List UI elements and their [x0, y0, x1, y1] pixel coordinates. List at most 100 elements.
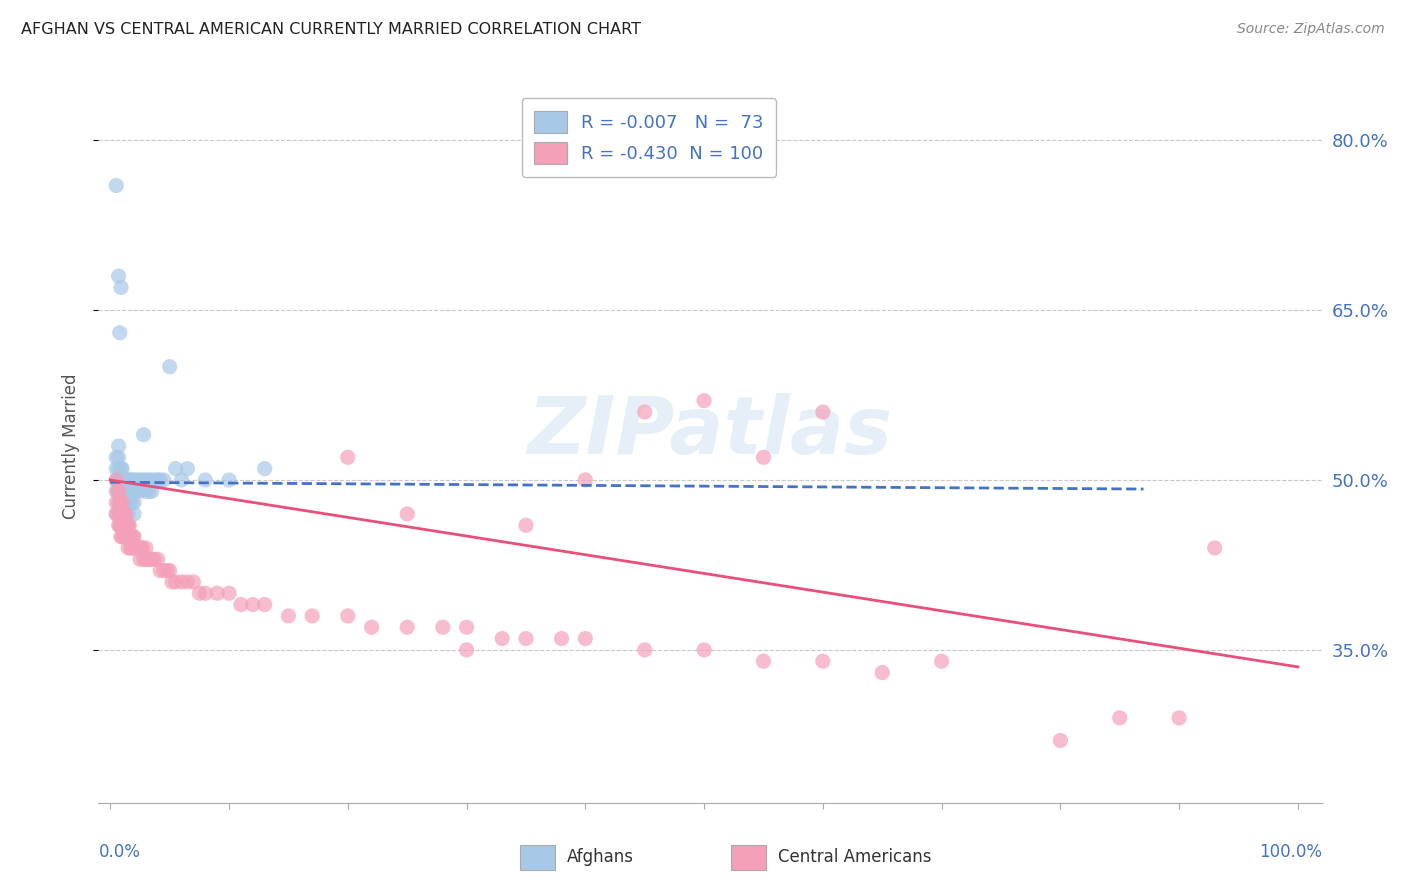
Point [114, 518, 136, 533]
Point [114, 530, 136, 544]
Point [110, 518, 132, 533]
Text: 0.0%: 0.0% [98, 843, 141, 861]
Point [1108, 711, 1130, 725]
Point [141, 484, 163, 499]
Point [159, 564, 181, 578]
Point [117, 518, 139, 533]
Point [752, 654, 775, 668]
Point [149, 564, 172, 578]
Point [194, 473, 217, 487]
Point [107, 473, 129, 487]
Point [117, 530, 139, 544]
Point [131, 473, 153, 487]
Point [114, 495, 136, 509]
Point [105, 484, 128, 499]
Y-axis label: Currently Married: Currently Married [62, 373, 80, 519]
Point [160, 574, 183, 589]
Text: ZIPatlas: ZIPatlas [527, 392, 893, 471]
Point [693, 643, 716, 657]
Point [124, 541, 146, 555]
Point [277, 608, 299, 623]
Point [117, 518, 139, 533]
Point [396, 620, 419, 634]
Point [121, 473, 143, 487]
Point [111, 530, 134, 544]
Point [115, 530, 138, 544]
Point [111, 495, 134, 509]
Point [111, 507, 134, 521]
Point [122, 473, 145, 487]
Point [107, 484, 129, 499]
Point [107, 450, 129, 465]
Point [336, 608, 359, 623]
Point [149, 473, 172, 487]
Point [550, 632, 572, 646]
Point [105, 507, 128, 521]
Point [634, 643, 657, 657]
Point [360, 620, 382, 634]
Point [108, 507, 131, 521]
Point [159, 359, 181, 374]
Point [152, 564, 174, 578]
Point [108, 495, 131, 509]
Point [931, 654, 953, 668]
Point [121, 484, 143, 499]
Point [156, 564, 179, 578]
Point [132, 552, 155, 566]
Point [165, 461, 187, 475]
Point [146, 552, 169, 566]
Point [111, 518, 134, 533]
Point [114, 473, 136, 487]
Point [870, 665, 893, 680]
Point [110, 280, 132, 294]
Point [574, 632, 596, 646]
Point [107, 269, 129, 284]
Point [121, 541, 143, 555]
Point [120, 541, 142, 555]
Point [120, 530, 142, 544]
Point [125, 541, 148, 555]
Text: AFGHAN VS CENTRAL AMERICAN CURRENTLY MARRIED CORRELATION CHART: AFGHAN VS CENTRAL AMERICAN CURRENTLY MAR… [21, 22, 641, 37]
Point [108, 507, 131, 521]
Point [811, 405, 834, 419]
Point [118, 530, 141, 544]
Point [122, 484, 145, 499]
Point [143, 552, 166, 566]
Point [141, 552, 163, 566]
Point [456, 643, 478, 657]
Point [114, 518, 136, 533]
Point [135, 473, 157, 487]
Text: 100.0%: 100.0% [1258, 843, 1322, 861]
Point [141, 473, 163, 487]
Point [122, 495, 145, 509]
Point [110, 461, 132, 475]
Point [111, 518, 134, 533]
Point [515, 518, 537, 533]
Point [118, 495, 141, 509]
Point [114, 495, 136, 509]
Point [118, 473, 141, 487]
Point [135, 541, 157, 555]
Point [117, 484, 139, 499]
Point [105, 495, 128, 509]
Point [129, 552, 152, 566]
Point [132, 427, 155, 442]
Point [114, 507, 136, 521]
Point [111, 495, 134, 509]
Point [114, 484, 136, 499]
Point [218, 473, 240, 487]
Point [115, 518, 138, 533]
Point [145, 473, 167, 487]
Point [110, 530, 132, 544]
Point [111, 461, 134, 475]
Point [129, 484, 152, 499]
Point [114, 507, 136, 521]
Point [1168, 711, 1191, 725]
Point [107, 484, 129, 499]
Text: Central Americans: Central Americans [778, 848, 931, 866]
Text: Source: ZipAtlas.com: Source: ZipAtlas.com [1237, 22, 1385, 37]
Point [515, 632, 537, 646]
Point [194, 586, 217, 600]
Point [117, 495, 139, 509]
Point [229, 598, 252, 612]
